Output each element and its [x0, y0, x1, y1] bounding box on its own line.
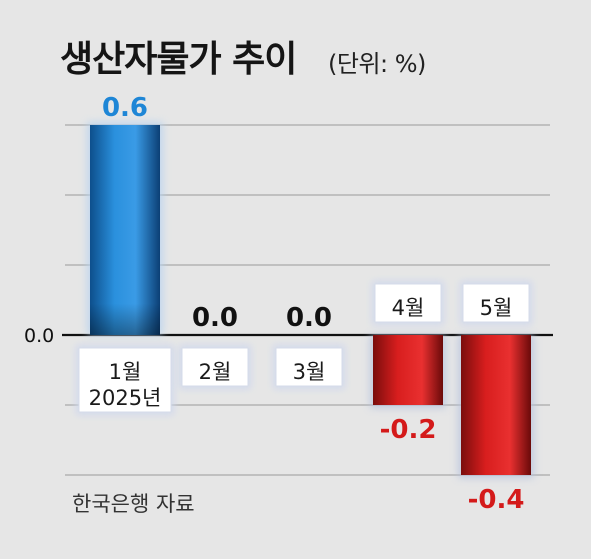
value-label-0: 0.6	[102, 93, 148, 123]
bars	[87, 122, 534, 478]
unit-note: (단위: %)	[328, 50, 426, 78]
x-category-label-4: 5월	[460, 281, 532, 325]
x-tick-text-4-0: 5월	[480, 296, 513, 320]
x-category-label-1: 2월	[179, 345, 251, 389]
value-label-2: 0.0	[286, 303, 332, 333]
bar-3	[373, 335, 443, 405]
x-tick-text-0-1: 2025년	[89, 386, 162, 410]
value-label-1: 0.0	[192, 303, 238, 333]
x-tick-text-3-0: 4월	[392, 296, 425, 320]
source-note: 한국은행 자료	[72, 492, 195, 516]
x-tick-text-0-0: 1월	[109, 360, 142, 384]
x-category-label-2: 3월	[273, 345, 345, 389]
value-label-4: -0.4	[468, 485, 525, 515]
value-label-3: -0.2	[380, 415, 437, 445]
bar-4	[461, 335, 531, 475]
y-tick-label-0: 0.0	[24, 325, 54, 347]
chart-title: 생산자물가 추이	[60, 39, 297, 80]
x-tick-text-1-0: 2월	[199, 360, 232, 384]
x-category-label-3: 4월	[372, 281, 444, 325]
x-tick-text-2-0: 3월	[293, 360, 326, 384]
